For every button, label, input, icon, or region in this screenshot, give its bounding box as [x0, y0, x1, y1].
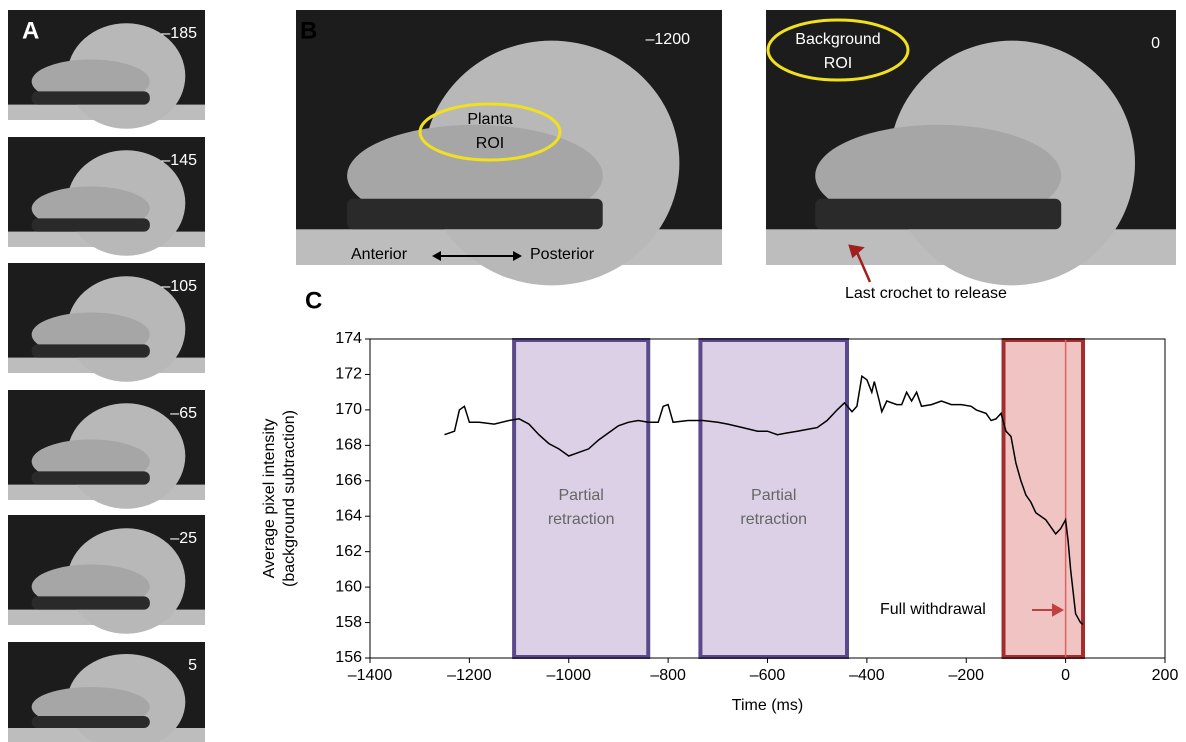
region-label: Partial: [751, 487, 796, 504]
y-tick-label: 168: [335, 437, 362, 454]
frame-time: –145: [161, 152, 197, 169]
frame-time: 0: [1151, 35, 1160, 52]
frame-time: –25: [170, 530, 197, 547]
y-tick-label: 166: [335, 472, 362, 489]
y-tick-label: 170: [335, 401, 362, 418]
x-tick-label: –1400: [348, 667, 393, 684]
roi: [418, 102, 562, 162]
frame-time: –1200: [646, 31, 691, 48]
y-tick-label: 160: [335, 578, 362, 595]
frame-time: –65: [170, 405, 197, 422]
roi-label: ROI: [476, 135, 504, 152]
x-tick-label: 0: [1061, 667, 1070, 684]
photo-crochets: [31, 218, 150, 232]
photo-crochets: [31, 471, 150, 485]
region: [698, 338, 849, 659]
y-axis-label: Average pixel intensity: [261, 419, 278, 579]
photo-crochets: [31, 596, 150, 610]
y-tick-label: 162: [335, 543, 362, 560]
x-tick-label: –600: [750, 667, 786, 684]
arrow-head: [432, 251, 522, 261]
arrow: [1032, 603, 1065, 617]
x-tick-label: –400: [849, 667, 885, 684]
frame-time: –185: [161, 25, 197, 42]
x-axis-label: Time (ms): [732, 697, 803, 714]
y-tick-label: 174: [335, 330, 362, 347]
photo-crochets: [31, 344, 150, 358]
panel-label: A: [22, 17, 39, 44]
arrow: [848, 244, 872, 283]
x-tick-label: 200: [1152, 667, 1179, 684]
frame-time: 5: [188, 657, 197, 674]
y-axis-label: (background subtraction): [281, 410, 298, 587]
x-tick-label: –1000: [547, 667, 592, 684]
photo-crochets: [31, 91, 150, 105]
y-tick-label: 164: [335, 507, 362, 524]
photo-crochets: [347, 198, 603, 230]
y-tick-label: 158: [335, 614, 362, 631]
annotation: Full withdrawal: [880, 601, 986, 618]
x-tick-label: –200: [948, 667, 984, 684]
y-tick-label: 156: [335, 649, 362, 666]
photo-crochets: [31, 716, 150, 728]
y-tick-label: 172: [335, 366, 362, 383]
frame-time: –105: [161, 278, 197, 295]
axis-label: Posterior: [530, 246, 595, 263]
region: [1001, 338, 1086, 659]
photo-crochets: [815, 198, 1062, 230]
region-label: retraction: [740, 511, 807, 528]
region-label: retraction: [548, 511, 615, 528]
roi-label: Background: [795, 31, 880, 48]
panel-label: B: [300, 17, 317, 44]
region-label: Partial: [558, 487, 603, 504]
x-tick-label: –800: [650, 667, 686, 684]
annotation: Last crochet to release: [845, 285, 1007, 302]
roi: [766, 18, 910, 82]
line: [444, 374, 1084, 625]
axis-label: Anterior: [351, 246, 408, 263]
roi-label: Planta: [467, 111, 512, 128]
region: [512, 338, 651, 659]
roi-label: ROI: [824, 55, 852, 72]
panel-label: C: [305, 287, 322, 314]
x-tick-label: –1200: [447, 667, 492, 684]
